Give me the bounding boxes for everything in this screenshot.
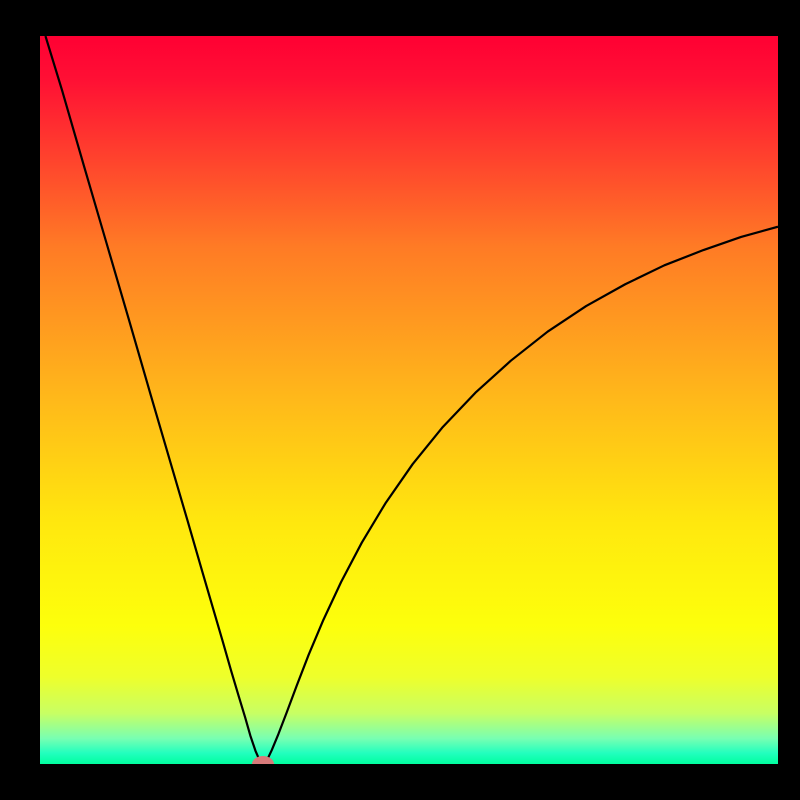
bottleneck-curve [40, 36, 778, 764]
plot-area [40, 36, 778, 764]
chart-container: { "watermark": { "text": "TheBottleneck.… [0, 0, 800, 800]
